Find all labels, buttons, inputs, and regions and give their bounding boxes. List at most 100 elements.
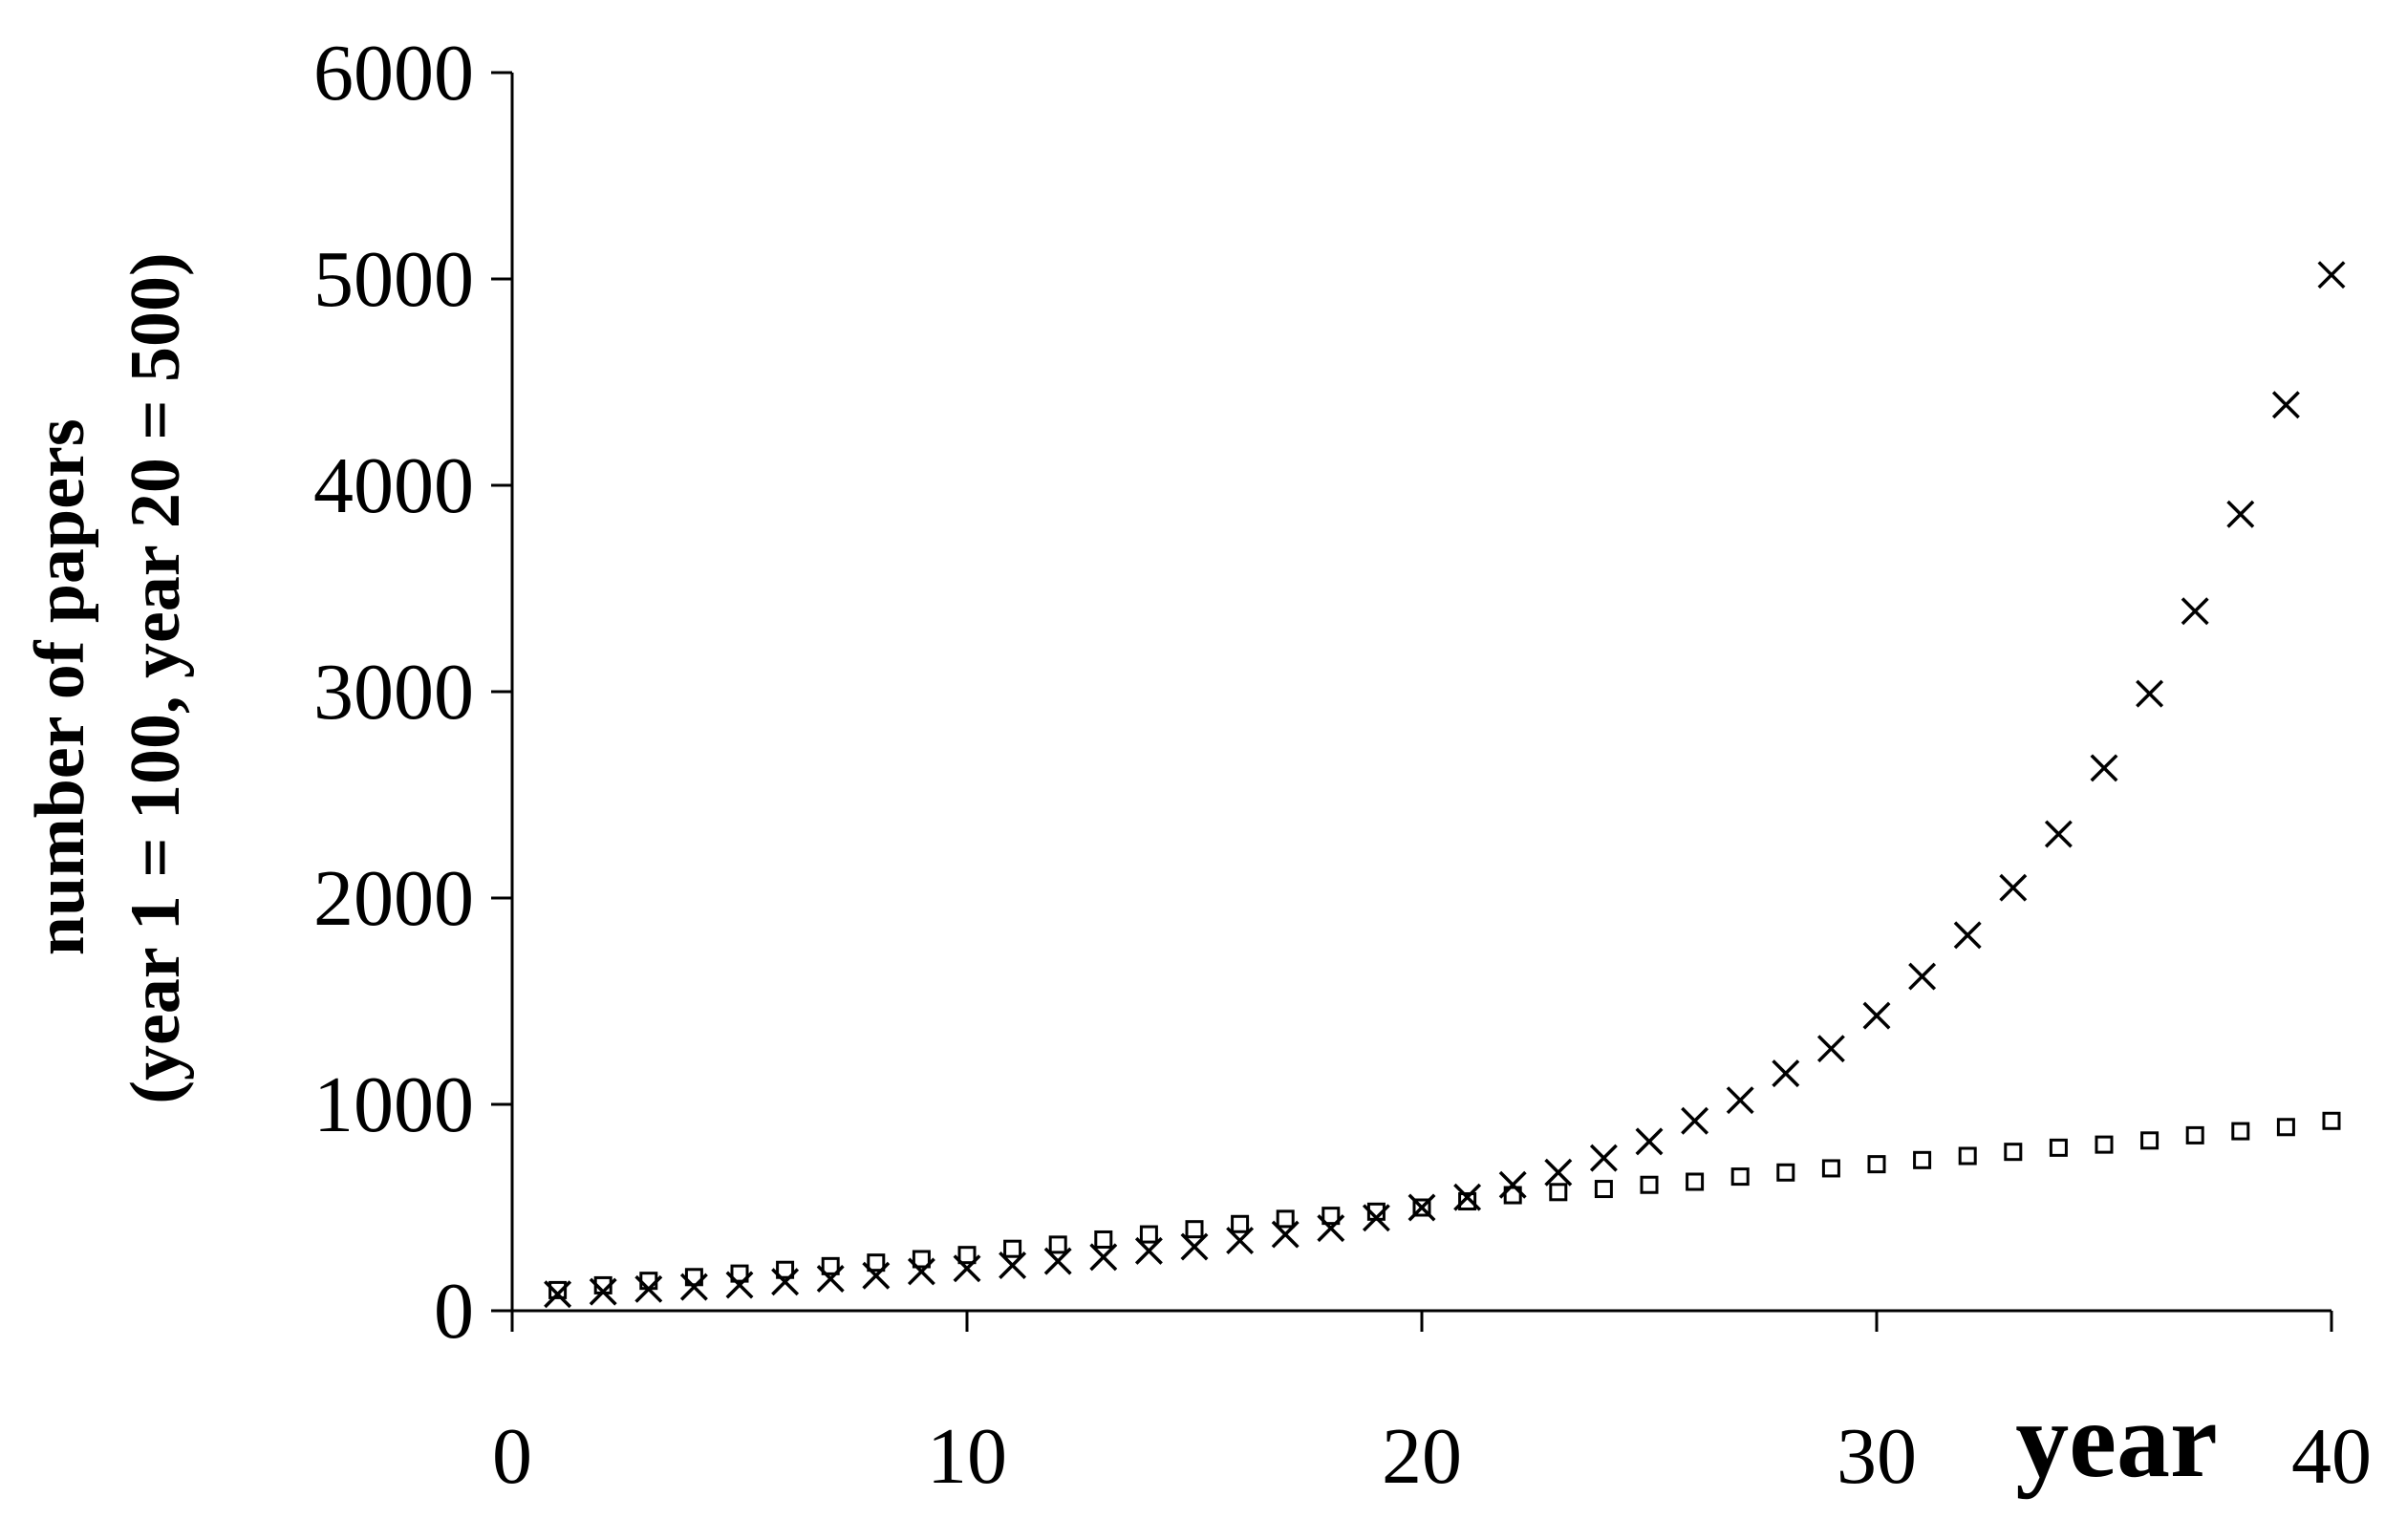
square-point <box>2185 1125 2204 1144</box>
x-point <box>1498 1170 1527 1199</box>
square-point <box>776 1260 795 1279</box>
square-point <box>1048 1235 1067 1254</box>
x-point <box>1726 1086 1754 1115</box>
square-point <box>957 1246 977 1265</box>
x-point <box>1999 873 2028 902</box>
x-tick-label: 20 <box>1382 1412 1462 1501</box>
square-point <box>1321 1207 1341 1226</box>
square-point <box>2231 1122 2250 1141</box>
y-tick-label: 6000 <box>313 29 474 118</box>
y-axis-title: number of papers (year 1 = 100, year 20 … <box>21 252 195 1103</box>
square-point <box>2140 1131 2159 1150</box>
square-point <box>2322 1111 2341 1130</box>
y-axis-title-line-2: (year 1 = 100, year 20 = 500) <box>117 252 195 1103</box>
x-point <box>1589 1144 1618 1172</box>
y-tick-label: 2000 <box>313 854 474 943</box>
square-point <box>1640 1175 1659 1194</box>
x-point <box>1772 1059 1800 1088</box>
y-tick-label: 5000 <box>313 235 474 324</box>
x-tick-label: 40 <box>2291 1412 2372 1501</box>
x-point <box>2226 500 2255 528</box>
x-point <box>1226 1227 1255 1255</box>
x-point <box>2181 597 2209 626</box>
x-point <box>679 1273 708 1301</box>
series-x <box>544 261 2346 1309</box>
square-point <box>912 1250 931 1269</box>
square-point <box>1185 1220 1204 1239</box>
axes <box>491 71 2333 1332</box>
square-point <box>1821 1159 1840 1178</box>
square-point <box>2004 1143 2023 1162</box>
x-point <box>1134 1236 1163 1265</box>
x-point <box>2136 679 2164 708</box>
square-point <box>1549 1183 1568 1202</box>
x-point <box>1635 1127 1664 1156</box>
x-tick-label: 10 <box>927 1412 1007 1501</box>
tick-labels: 0 1000 2000 3000 4000 5000 6000 0 10 20 30 40 <box>313 29 2372 1501</box>
y-axis-title-line-1: number of papers <box>21 418 99 955</box>
square-point <box>639 1272 658 1291</box>
square-point <box>1958 1146 1977 1166</box>
square-point <box>1913 1150 1932 1169</box>
square-point <box>1003 1239 1022 1258</box>
x-point <box>1453 1183 1482 1211</box>
square-point <box>2276 1118 2295 1137</box>
x-point <box>1317 1214 1345 1243</box>
x-point <box>1180 1232 1209 1261</box>
square-point <box>821 1256 840 1275</box>
square-point <box>1231 1214 1250 1233</box>
square-point <box>1776 1163 1795 1182</box>
x-point <box>725 1271 754 1299</box>
x-point <box>1362 1204 1390 1232</box>
square-point <box>1686 1172 1705 1191</box>
square-point <box>1094 1230 1113 1249</box>
x-point <box>771 1268 800 1296</box>
x-point <box>589 1277 617 1306</box>
x-point <box>953 1254 981 1283</box>
square-point <box>548 1280 568 1299</box>
data-series <box>544 261 2346 1309</box>
y-tick-label: 4000 <box>313 441 474 530</box>
square-point <box>867 1253 886 1273</box>
square-point <box>1139 1225 1158 1244</box>
x-point <box>1043 1247 1072 1275</box>
x-point <box>2044 820 2073 848</box>
square-point <box>1458 1192 1477 1211</box>
x-point <box>1544 1158 1573 1187</box>
x-point <box>1089 1243 1118 1272</box>
x-point <box>2090 754 2118 782</box>
square-point <box>1503 1186 1522 1205</box>
x-point <box>816 1265 845 1293</box>
x-point <box>1953 921 1982 950</box>
x-point <box>1862 1001 1891 1030</box>
x-point <box>2317 261 2346 289</box>
square-point <box>2049 1138 2068 1157</box>
axis-titles: number of papers (year 1 = 100, year 20 … <box>21 252 2218 1500</box>
x-point <box>862 1261 891 1290</box>
y-tick-label: 0 <box>434 1267 474 1356</box>
x-point <box>907 1257 935 1286</box>
square-point <box>2095 1135 2114 1154</box>
square-point <box>1867 1155 1886 1174</box>
x-point <box>634 1274 663 1303</box>
x-point <box>1816 1035 1845 1063</box>
x-point <box>1407 1193 1436 1222</box>
square-point <box>1730 1167 1750 1187</box>
square-point <box>730 1264 749 1283</box>
series-square <box>548 1111 2341 1299</box>
x-tick-label: 30 <box>1837 1412 1917 1501</box>
x-axis-title: year <box>2015 1381 2217 1500</box>
x-point <box>2271 391 2300 419</box>
x-point <box>544 1280 572 1309</box>
x-point <box>999 1251 1027 1279</box>
square-point <box>1594 1180 1613 1199</box>
x-tick-label: 0 <box>492 1412 532 1501</box>
square-point <box>1276 1209 1295 1229</box>
y-tick-label: 1000 <box>313 1060 474 1149</box>
y-tick-label: 3000 <box>313 648 474 737</box>
x-point <box>1681 1106 1709 1135</box>
x-point <box>1271 1220 1300 1249</box>
x-point <box>1908 962 1937 991</box>
